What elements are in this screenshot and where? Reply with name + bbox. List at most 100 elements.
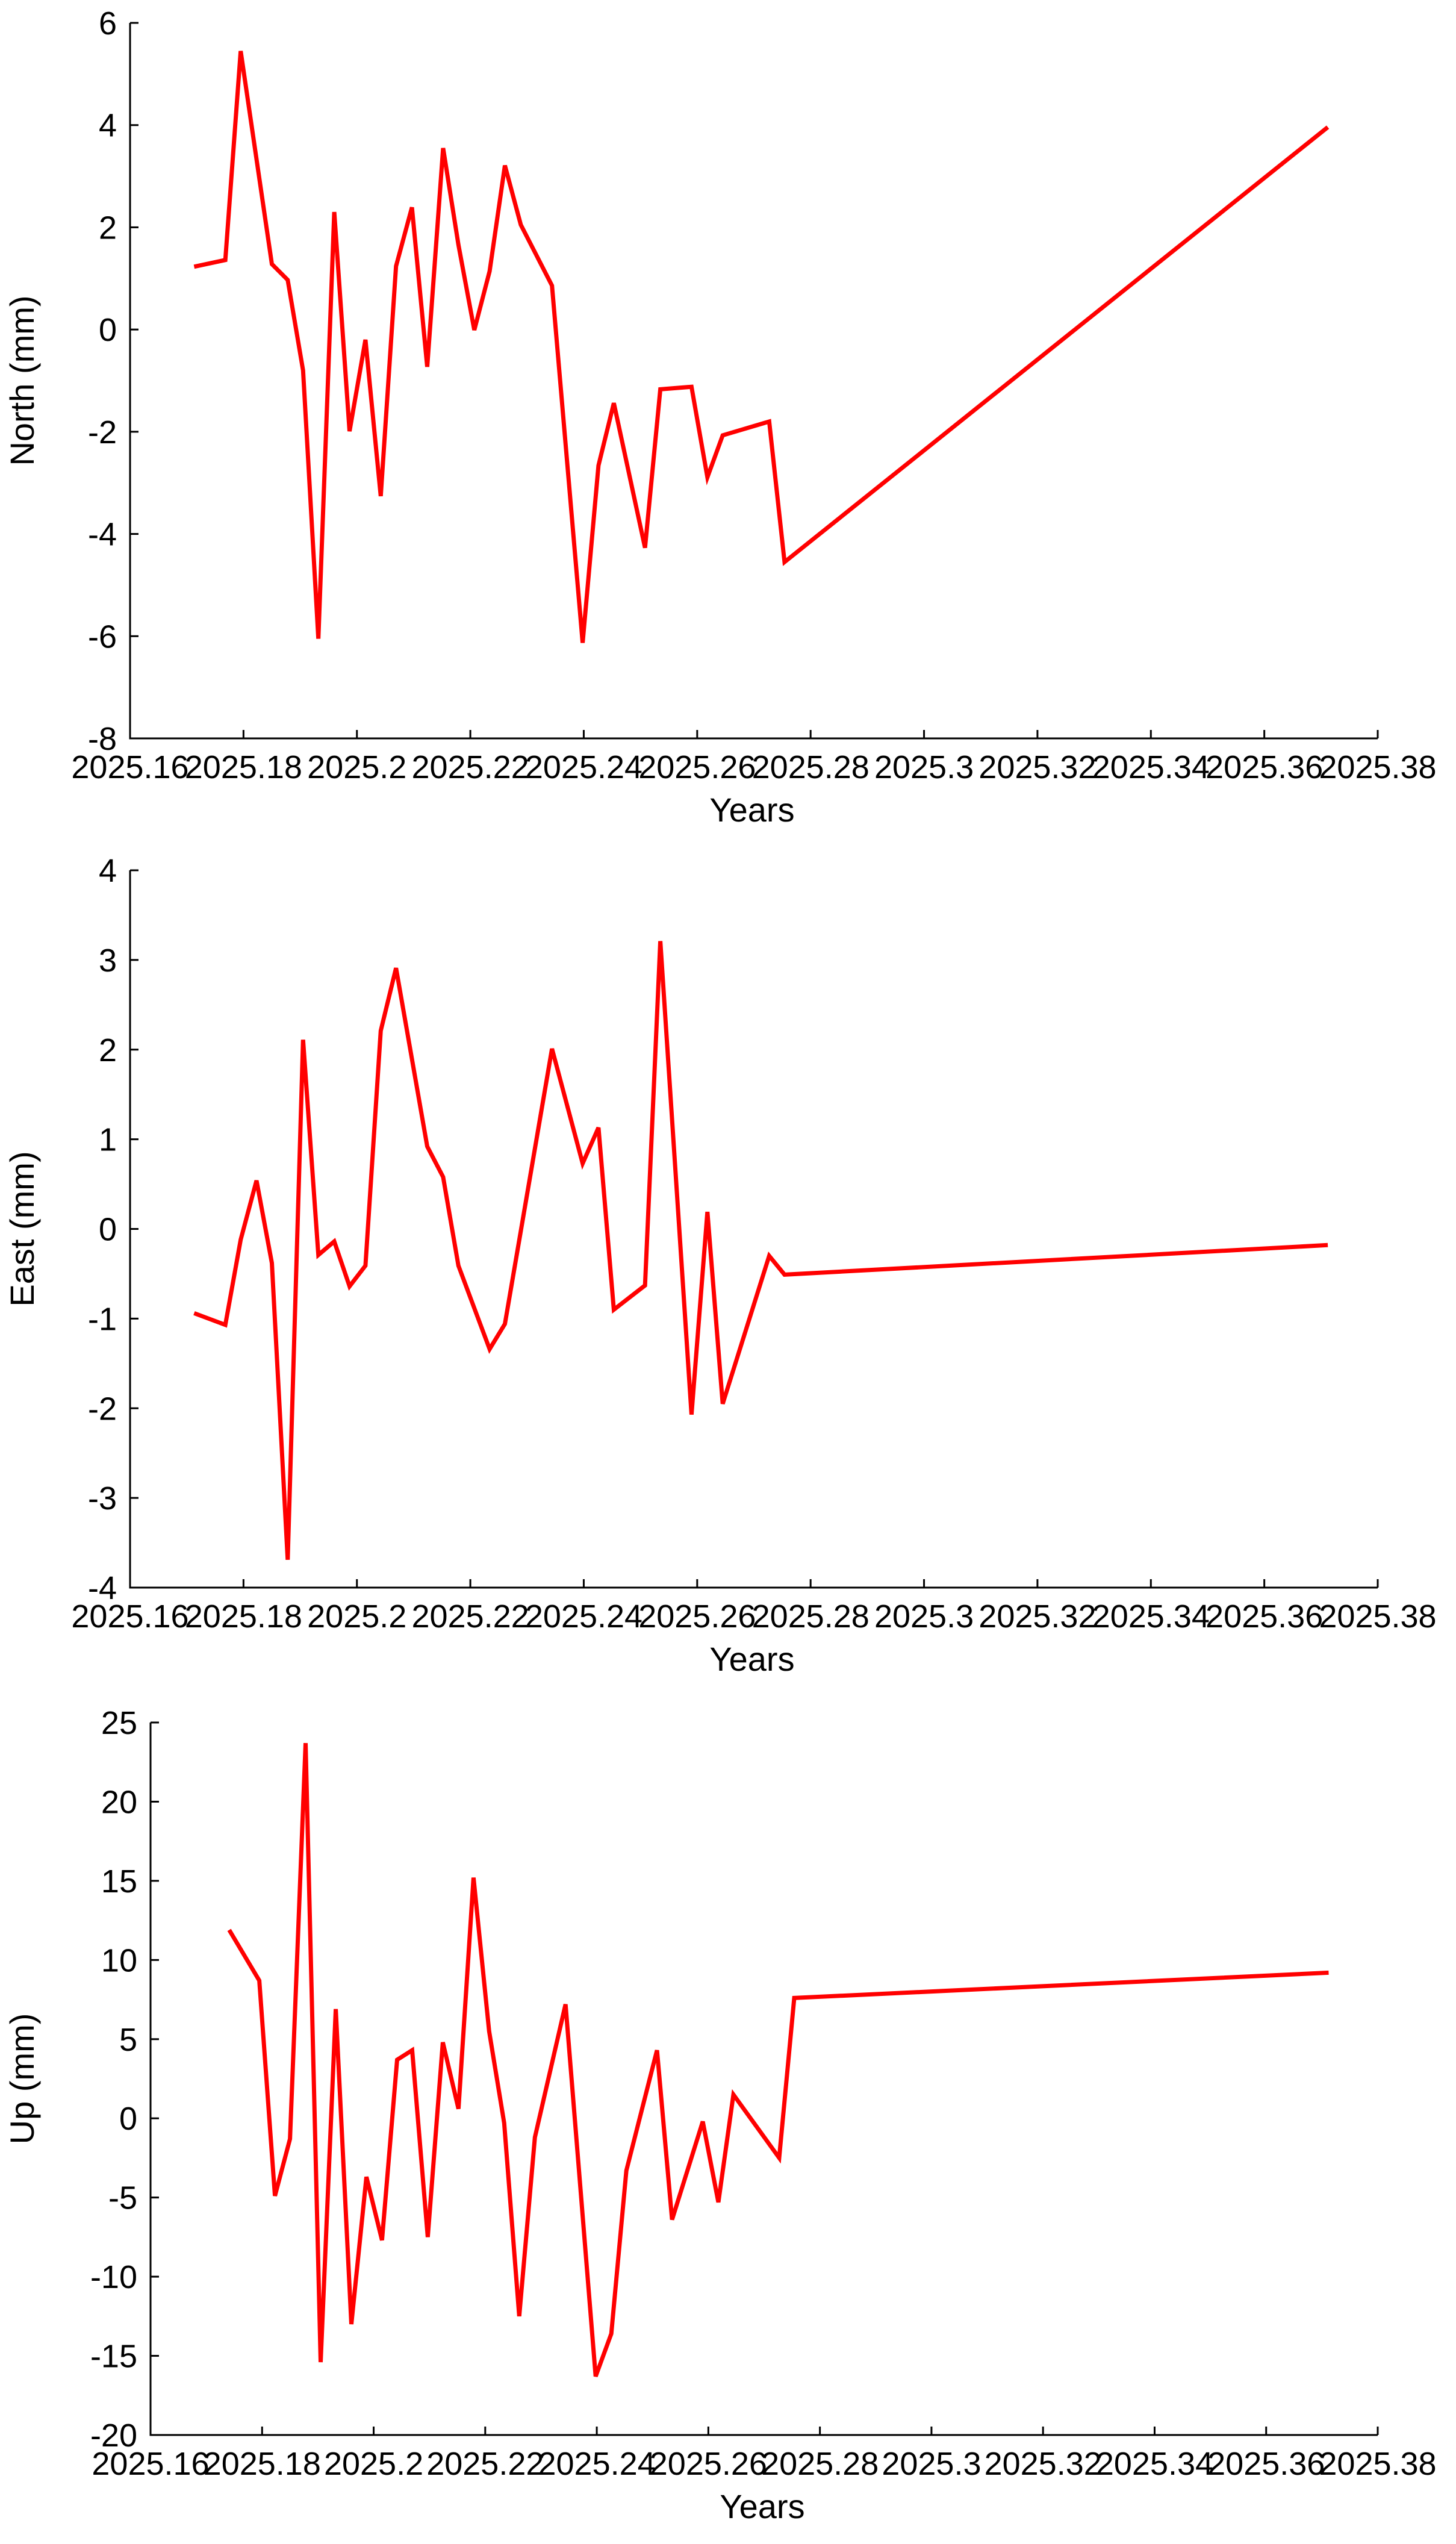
up-x-tick-label: 2025.22	[426, 2446, 544, 2482]
east-data-point	[270, 1261, 274, 1265]
north-x-tick-label: 2025.16	[71, 749, 188, 785]
up-x-tick-label: 2025.16	[92, 2446, 209, 2482]
up-x-tick-label: 2025.26	[650, 2446, 767, 2482]
east-data-point	[643, 1283, 647, 1287]
east-data-point	[332, 1239, 336, 1243]
east-x-tick-label: 2025.38	[1319, 1598, 1436, 1635]
north-y-tick-label: 6	[99, 5, 117, 42]
east-data-point	[286, 1558, 290, 1562]
north-data-point	[348, 429, 352, 433]
north-data-point	[689, 385, 693, 388]
east-data-point	[223, 1323, 227, 1327]
up-data-point	[564, 2003, 567, 2006]
north-data-point	[783, 560, 786, 564]
north-data-point	[379, 494, 382, 498]
up-y-tick-label: -20	[90, 2418, 137, 2454]
east-y-tick-label: 3	[99, 943, 117, 979]
east-data-point	[348, 1285, 352, 1288]
east-y-tick-label: 1	[99, 1122, 117, 1158]
north-series-line	[193, 51, 1330, 643]
north-data-point	[581, 641, 585, 644]
north-data-point	[550, 284, 554, 287]
east-data-point	[659, 940, 662, 943]
north-data-point	[612, 401, 615, 405]
up-data-point	[717, 2201, 720, 2204]
up-y-tick-label: -10	[90, 2259, 137, 2295]
up-y-tick-label: 15	[101, 1863, 137, 1900]
up-x-tick-label: 2025.24	[538, 2446, 655, 2482]
up-y-tick-label: -15	[90, 2339, 137, 2375]
east-data-point	[394, 966, 398, 970]
east-data-point	[239, 1238, 243, 1241]
north-data-point	[1326, 125, 1330, 129]
east-x-tick-label: 2025.28	[752, 1598, 870, 1635]
up-data-point	[350, 2322, 353, 2326]
north-x-tick-label: 2025.24	[525, 749, 642, 785]
up-x-tick-label: 2025.2	[324, 2446, 423, 2482]
north-x-tick-label: 2025.38	[1319, 749, 1436, 785]
north-data-point	[643, 546, 647, 550]
north-y-tick-label: -2	[88, 414, 117, 450]
east-x-tick-label: 2025.32	[978, 1598, 1096, 1635]
east-data-point	[767, 1254, 771, 1258]
north-y-tick-label: 4	[99, 108, 117, 144]
up-data-point	[304, 1741, 308, 1745]
east-x-tick-label: 2025.22	[411, 1598, 529, 1635]
up-x-tick-label: 2025.32	[985, 2446, 1102, 2482]
up-data-point	[441, 2040, 444, 2044]
north-x-tick-label: 2025.22	[411, 749, 529, 785]
up-data-point	[319, 2360, 323, 2364]
north-data-point	[410, 205, 414, 209]
up-data-point	[502, 2121, 506, 2125]
up-data-point	[670, 2218, 674, 2222]
up-x-axis-title: Years	[720, 2487, 804, 2525]
up-data-point	[228, 1928, 231, 1931]
up-x-tick-label: 2025.18	[204, 2446, 321, 2482]
north-x-tick-label: 2025.3	[874, 749, 974, 785]
north-data-point	[332, 210, 336, 214]
up-x-tick-label: 2025.38	[1319, 2446, 1436, 2482]
north-data-point	[192, 265, 196, 269]
north-y-tick-label: 2	[99, 210, 117, 246]
up-data-point	[288, 2137, 292, 2140]
north-y-tick-label: -8	[88, 721, 117, 757]
north-data-point	[597, 464, 600, 467]
up-data-point	[258, 1979, 261, 1983]
north-data-point	[317, 637, 320, 641]
up-data-point	[701, 2120, 705, 2124]
north-data-point	[488, 269, 491, 273]
east-y-tick-label: 0	[99, 1212, 117, 1248]
east-x-tick-label: 2025.18	[185, 1598, 302, 1635]
east-data-point	[581, 1162, 585, 1165]
east-x-tick-label: 2025.2	[307, 1598, 406, 1635]
up-data-point	[594, 2375, 597, 2378]
east-data-point	[550, 1047, 554, 1050]
up-data-point	[732, 2093, 735, 2097]
east-data-point	[426, 1145, 429, 1149]
east-y-tick-label: -1	[88, 1301, 117, 1337]
east-data-point	[364, 1264, 367, 1268]
up-data-point	[411, 2048, 414, 2052]
up-x-tick-label: 2025.3	[882, 2446, 981, 2482]
east-data-point	[255, 1179, 258, 1182]
east-x-tick-label: 2025.36	[1206, 1598, 1323, 1635]
north-y-axis-title: North (mm)	[3, 295, 41, 466]
north-x-tick-label: 2025.34	[1092, 749, 1210, 785]
east-data-point	[456, 1264, 460, 1268]
up-x-tick-label: 2025.34	[1096, 2446, 1213, 2482]
north-x-tick-label: 2025.32	[978, 749, 1096, 785]
up-data-point	[792, 1996, 796, 2000]
up-data-point	[624, 2169, 628, 2172]
north-y-tick-label: -4	[88, 517, 117, 553]
east-x-axis-title: Years	[709, 1640, 794, 1678]
up-data-point	[609, 2332, 613, 2336]
up-y-tick-label: 20	[101, 1784, 137, 1820]
north-data-point	[270, 263, 274, 266]
up-x-tick-label: 2025.36	[1207, 2446, 1325, 2482]
east-data-point	[503, 1322, 507, 1326]
east-data-point	[612, 1308, 615, 1312]
up-data-point	[426, 2235, 429, 2239]
